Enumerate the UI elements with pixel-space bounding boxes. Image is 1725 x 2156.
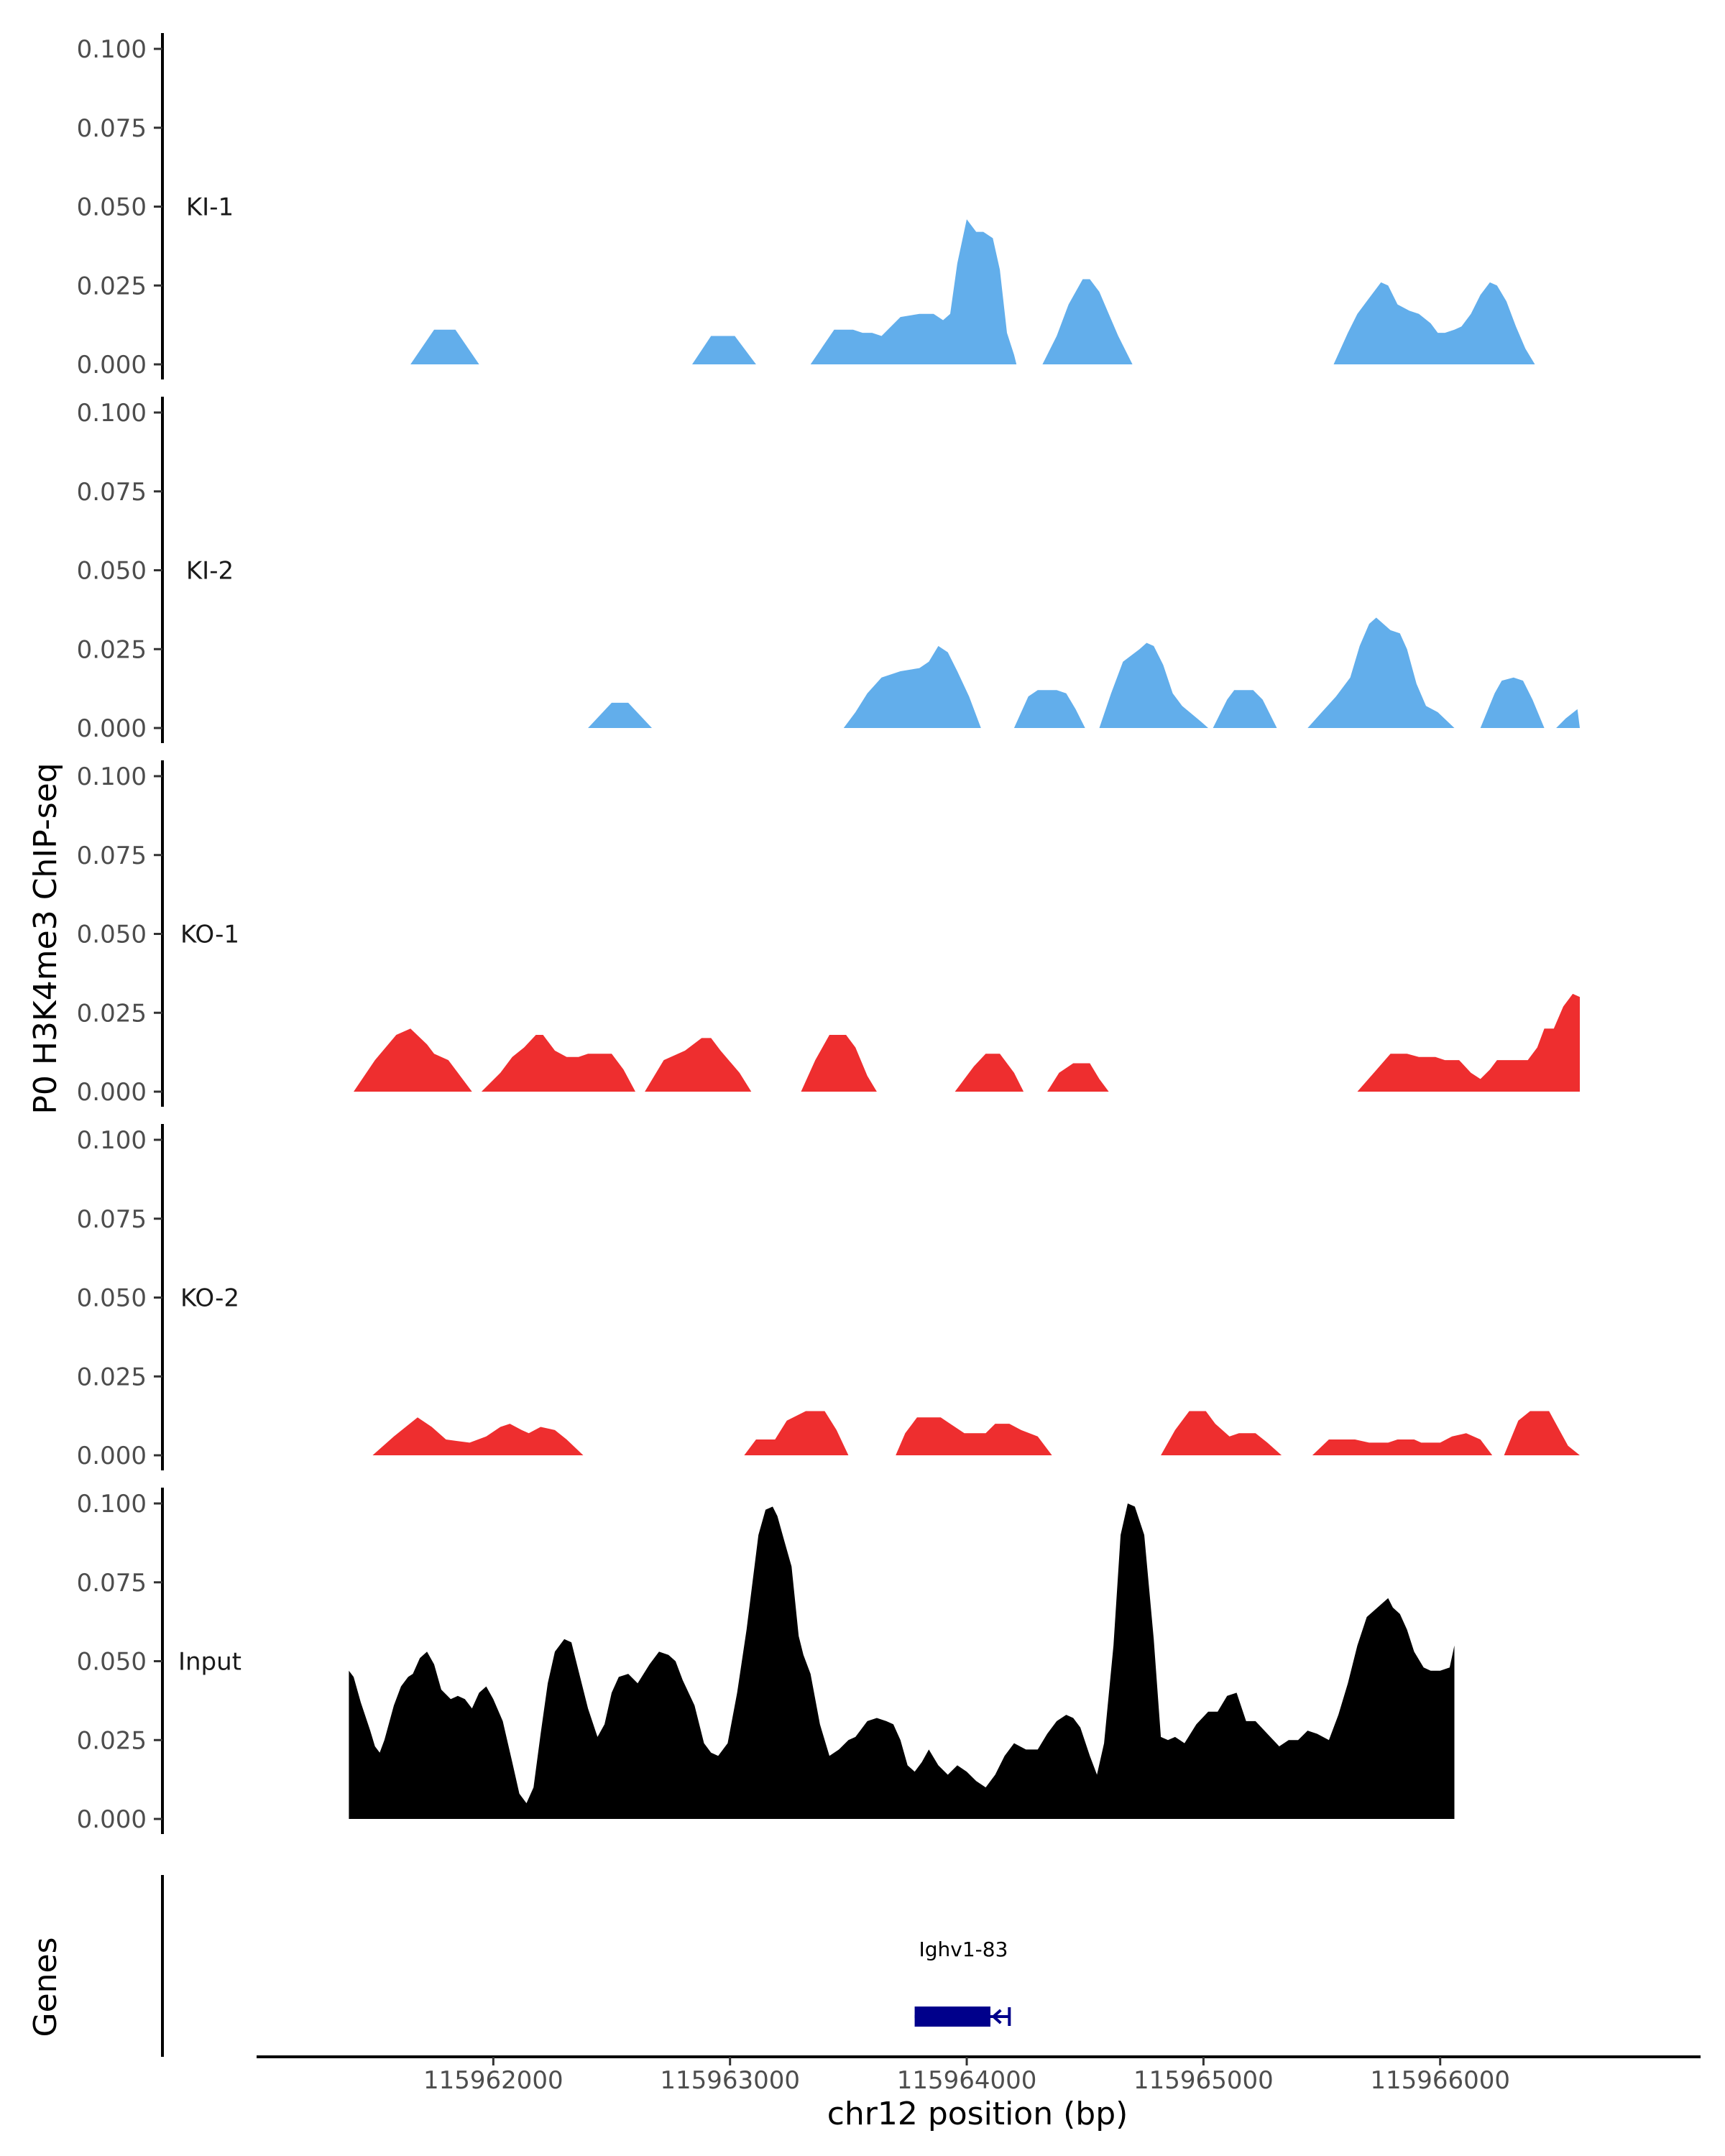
coverage-area (1099, 642, 1208, 728)
coverage-area (349, 1503, 1455, 1819)
tracks-layer: 0.0000.0250.0500.0750.100KI-10.0000.0250… (77, 33, 1580, 1834)
y-tick-label: 0.050 (77, 557, 147, 586)
track-panel-ko-2: 0.000 0.025 0.050 0.075 0.100 KO-2 (77, 1124, 1580, 1470)
y-tick-label: 0.050 (77, 921, 147, 949)
y-tick-label: 0.100 (77, 399, 147, 428)
coverage-area (410, 329, 479, 364)
track-label-ko-1: KO-1 (180, 921, 239, 949)
coverage-area (1480, 677, 1545, 728)
track-label-ko-2: KO-2 (180, 1284, 239, 1313)
y-tick-label: 0.025 (77, 1726, 147, 1755)
gene-label: Ighv1-83 (919, 1938, 1008, 1961)
track-label-input: Input (178, 1648, 242, 1677)
coverage-area (1307, 617, 1455, 728)
y-tick-label: 0.000 (77, 714, 147, 743)
y-tick-label: 0.100 (77, 1126, 147, 1155)
coverage-area (1504, 1411, 1580, 1455)
y-tick-label: 0.050 (77, 1284, 147, 1313)
y-tick-label: 0.075 (77, 1569, 147, 1598)
track-panel-ki-2: 0.000 0.025 0.050 0.075 0.100 KI-2 (77, 397, 1580, 743)
x-axis-title: chr12 position (bp) (827, 2096, 1128, 2132)
y-tick-label: 0.000 (77, 1078, 147, 1107)
y-tick-label: 0.000 (77, 1442, 147, 1470)
track-label-ki-2: KI-2 (186, 557, 234, 586)
y-tick-label: 0.075 (77, 1205, 147, 1234)
coverage-area (1213, 690, 1277, 728)
y-tick-label: 0.075 (77, 114, 147, 143)
coverage-area (481, 1035, 635, 1092)
coverage-area (1312, 1433, 1493, 1455)
y-tick-label: 0.075 (77, 842, 147, 870)
coverage-area (801, 1035, 877, 1092)
coverage-area (896, 1417, 1052, 1455)
genes-axis-title: Genes (27, 1937, 64, 2037)
y-tick-label: 0.000 (77, 1805, 147, 1834)
coverage-area (588, 702, 652, 728)
coverage-area (1013, 690, 1085, 728)
coverage-area (810, 219, 1017, 364)
coverage-area (372, 1417, 584, 1455)
y-tick-label: 0.100 (77, 35, 147, 64)
x-tick-label: 115964000 (897, 2066, 1037, 2095)
y-tick-label: 0.025 (77, 1363, 147, 1391)
gene-ighv1-83: Ighv1-83 (914, 1938, 1011, 2027)
x-tick-label: 115966000 (1370, 2066, 1510, 2095)
coverage-area (1047, 1063, 1109, 1092)
x-axis-layer: 115962000 115963000 115964000 115965000 1159… (423, 2057, 1510, 2095)
coverage-area (843, 645, 981, 728)
genes-layer: Ighv1-83 (914, 1938, 1011, 2027)
coverage-area (1042, 279, 1133, 364)
y-tick-label: 0.100 (77, 1490, 147, 1519)
coverage-area (954, 1054, 1024, 1092)
coverage-area (354, 1028, 477, 1092)
y-tick-label: 0.025 (77, 272, 147, 300)
coverage-area (1357, 993, 1580, 1092)
y-tick-label: 0.100 (77, 763, 147, 791)
track-panel-ko-1: 0.000 0.025 0.050 0.075 0.100 KO-1 (77, 760, 1580, 1107)
y-tick-label: 0.050 (77, 1648, 147, 1677)
coverage-area (692, 336, 756, 364)
track-panel-ki-1: 0.000 0.025 0.050 0.075 0.100 KI-1 (77, 33, 1535, 379)
y-tick-label: 0.025 (77, 999, 147, 1028)
coverage-area (1556, 709, 1580, 728)
coverage-area (645, 1038, 752, 1092)
gene-exon-block (914, 2007, 990, 2027)
track-label-ki-1: KI-1 (186, 193, 234, 222)
x-tick-label: 115965000 (1133, 2066, 1274, 2095)
coverage-area (744, 1411, 849, 1455)
y-tick-label: 0.000 (77, 351, 147, 379)
strand-arrow-icon (991, 2009, 1002, 2024)
coverage-area (1333, 282, 1535, 364)
coverage-area (1161, 1411, 1282, 1455)
track-panel-input: 0.000 0.025 0.050 0.075 0.100 Input (77, 1488, 1455, 1834)
y-axis-title: P0 H3K4me3 ChIP-seq (27, 763, 64, 1114)
x-tick-label: 115963000 (660, 2066, 800, 2095)
y-tick-label: 0.075 (77, 478, 147, 507)
y-tick-label: 0.050 (77, 193, 147, 222)
x-tick-label: 115962000 (423, 2066, 564, 2095)
y-tick-label: 0.025 (77, 635, 147, 664)
